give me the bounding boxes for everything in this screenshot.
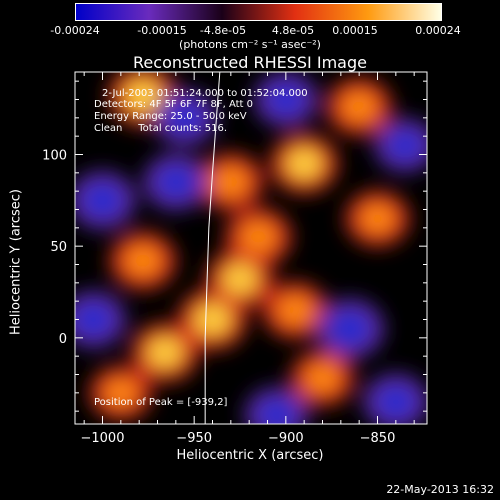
positive-blob-core bbox=[342, 92, 376, 122]
image-blobs bbox=[75, 72, 427, 424]
plot-frame bbox=[74, 71, 428, 425]
method-counts: Clean Total counts: 516. bbox=[94, 123, 228, 134]
x-tick-label: −850 bbox=[360, 431, 396, 446]
negative-blob-core bbox=[85, 184, 120, 216]
negative-blob-core bbox=[76, 304, 111, 335]
positive-blob-core bbox=[286, 147, 322, 180]
colorbar bbox=[75, 3, 442, 21]
colorbar-tick: 4.8e-05 bbox=[271, 24, 315, 37]
colorbar-tick: -0.00015 bbox=[137, 24, 187, 37]
negative-blob-core bbox=[379, 387, 413, 417]
positive-blob-core bbox=[124, 79, 161, 112]
colorbar-tick: 0.00024 bbox=[415, 24, 461, 37]
colorbar-tick: -4.8e-05 bbox=[199, 24, 247, 37]
negative-blob-core bbox=[260, 400, 293, 424]
negative-blob-core bbox=[269, 85, 303, 114]
y-tick-label: 50 bbox=[50, 240, 67, 255]
colorbar-tick: -0.00024 bbox=[50, 24, 100, 37]
x-tick-label: −900 bbox=[268, 431, 304, 446]
timestamp: 22-May-2013 16:32 bbox=[386, 483, 494, 496]
positive-blob-core bbox=[194, 303, 231, 336]
colorbar-unit: (photons cm⁻² s⁻¹ asec⁻²) bbox=[179, 38, 321, 51]
axes: −1000 −950 −900 −850 0 50 100 bbox=[42, 72, 427, 446]
time-range: 2-Jul-2003 01:51:24.000 to 01:52:04.000 bbox=[102, 88, 308, 99]
x-axis-label: Heliocentric X (arcsec) bbox=[176, 448, 324, 463]
detectors: Detectors: 4F 5F 6F 7F 8F, Att 0 bbox=[94, 99, 254, 110]
negative-blob-core bbox=[168, 103, 202, 133]
y-tick-label: 100 bbox=[42, 149, 67, 164]
negative-blob-core bbox=[159, 167, 193, 197]
y-axis-label: Heliocentric Y (arcsec) bbox=[8, 189, 24, 335]
positive-blob-core bbox=[214, 167, 248, 197]
positive-blob-core bbox=[306, 363, 339, 393]
positive-blob-core bbox=[361, 204, 394, 233]
solar-limb bbox=[204, 72, 221, 424]
positive-blob-core bbox=[278, 295, 312, 325]
y-tick-label: 0 bbox=[59, 332, 67, 347]
positive-blob-core bbox=[125, 245, 160, 276]
positive-blob-core bbox=[147, 337, 183, 368]
x-tick-label: −950 bbox=[176, 431, 212, 446]
colorbar-tick: 0.00015 bbox=[332, 24, 378, 37]
negative-blob-core bbox=[389, 131, 421, 159]
plot-title: Reconstructed RHESSI Image bbox=[133, 53, 367, 72]
negative-blob-core bbox=[332, 312, 368, 345]
colorbar-ticks: -0.00024 -0.00015 -4.8e-05 4.8e-05 0.000… bbox=[0, 20, 500, 50]
limb-line bbox=[204, 72, 221, 424]
peak-position: Position of Peak = [-939,2] bbox=[94, 397, 228, 408]
x-tick-label: −1000 bbox=[81, 431, 125, 446]
positive-blob-core bbox=[222, 263, 258, 295]
positive-blob-core bbox=[241, 221, 276, 253]
positive-blob-core bbox=[105, 379, 137, 407]
energy-range: Energy Range: 25.0 - 50.0 keV bbox=[94, 111, 247, 122]
